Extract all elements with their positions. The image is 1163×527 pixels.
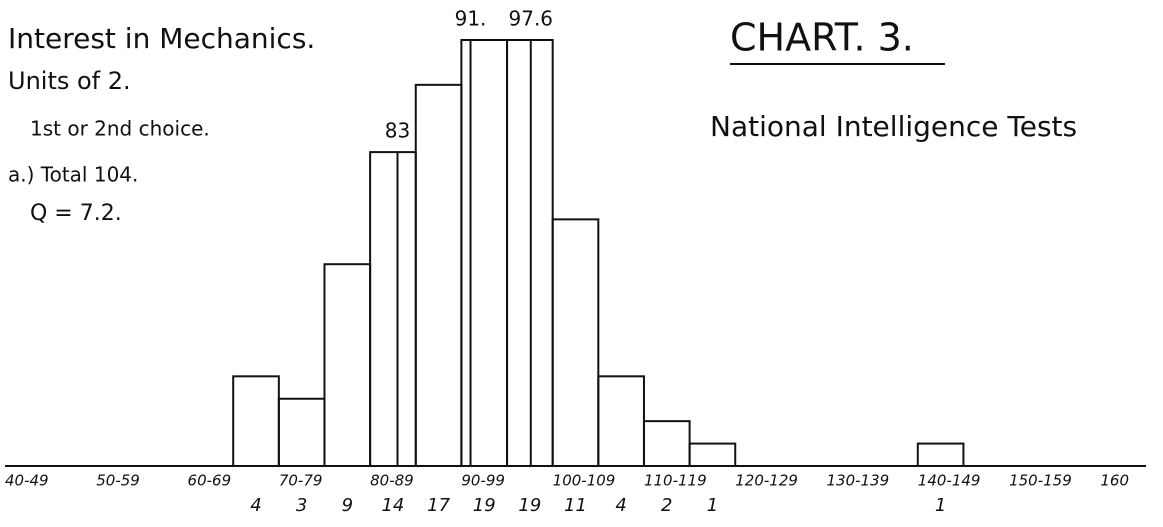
quartile-label: 91.	[455, 7, 487, 31]
x-tick-label: 100-109	[553, 472, 616, 490]
x-tick-label: 90-99	[461, 472, 505, 490]
chart-subtitle: National Intelligence Tests	[710, 110, 1077, 143]
x-tick-label: 50-59	[96, 472, 140, 490]
count-label: 19	[518, 495, 541, 516]
quartile-label: 97.6	[509, 7, 554, 31]
annotation: Interest in Mechanics.	[8, 22, 315, 55]
bar	[688, 442, 737, 468]
count-label: 4	[615, 495, 626, 516]
count-label: 4	[250, 495, 261, 516]
bar	[414, 83, 463, 467]
count-label: 1	[707, 495, 718, 516]
bar	[597, 375, 645, 468]
bar	[232, 375, 280, 468]
bar	[277, 397, 326, 468]
chart-title: CHART. 3.	[730, 16, 914, 60]
bar	[551, 218, 600, 467]
count-label: 11	[564, 495, 587, 516]
annotation: a.) Total 104.	[8, 163, 138, 187]
x-tick-label: 40-49	[5, 472, 49, 490]
x-tick-label: 130-139	[827, 472, 890, 490]
x-tick-label: 160	[1100, 472, 1129, 490]
bar	[642, 420, 691, 468]
count-label: 19	[473, 495, 496, 516]
x-tick-label: 120-129	[735, 472, 798, 490]
x-tick-label: 150-159	[1009, 472, 1072, 490]
x-tick-label: 80-89	[370, 472, 414, 490]
annotation: Units of 2.	[8, 67, 131, 95]
count-label: 2	[661, 495, 672, 516]
annotation: Q = 7.2.	[30, 201, 122, 226]
x-tick-label: 110-119	[644, 472, 707, 490]
count-label: 14	[381, 495, 404, 516]
count-label: 1	[935, 495, 946, 516]
x-tick-label: 70-79	[279, 472, 323, 490]
quartile-label: 83	[385, 119, 410, 143]
bar	[460, 39, 509, 467]
count-label: 17	[427, 495, 450, 516]
bar	[916, 442, 965, 468]
x-tick-label: 60-69	[188, 472, 232, 490]
count-label: 9	[342, 495, 353, 516]
bar	[323, 263, 372, 468]
count-label: 3	[296, 495, 307, 516]
x-tick-label: 140-149	[918, 472, 981, 490]
bar	[369, 151, 417, 468]
annotation: 1st or 2nd choice.	[30, 117, 210, 141]
